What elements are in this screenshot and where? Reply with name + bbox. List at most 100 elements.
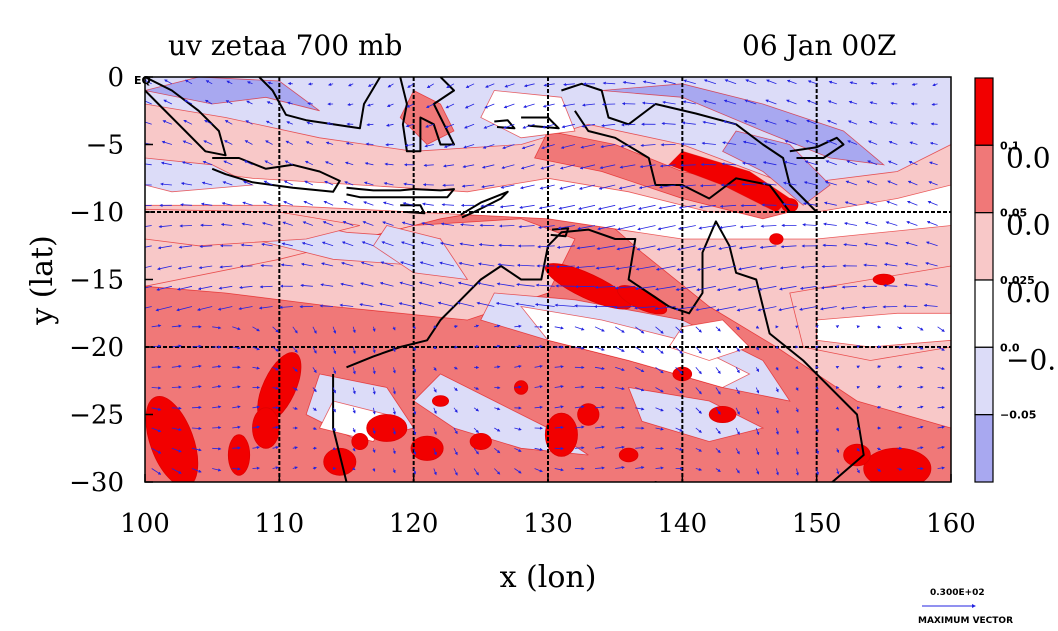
wind-vector — [322, 221, 334, 226]
wind-vector — [514, 364, 522, 369]
vorticity-maximum — [323, 447, 357, 476]
wind-vector — [755, 468, 760, 475]
wind-vector — [785, 119, 797, 125]
wind-vector — [695, 346, 702, 354]
x-tick-label: 110 — [255, 509, 305, 539]
wind-vector — [399, 281, 414, 287]
wind-vector — [614, 326, 625, 333]
wind-vector — [775, 387, 779, 393]
wind-vector — [495, 301, 515, 307]
wind-vector — [363, 201, 374, 206]
wind-vector — [699, 184, 716, 188]
wind-vector — [171, 406, 182, 410]
wind-vector — [930, 122, 938, 126]
wind-vector — [483, 123, 495, 129]
wind-vector — [642, 80, 656, 85]
wind-vector — [556, 265, 575, 269]
wind-vector — [815, 407, 819, 412]
wind-vector — [179, 224, 193, 228]
wind-vector — [267, 81, 273, 85]
wind-vector — [503, 103, 515, 109]
wind-vector — [827, 100, 837, 105]
wind-vectors — [145, 79, 945, 476]
wind-vector — [594, 405, 605, 409]
wind-vector — [494, 344, 501, 348]
wind-vector — [782, 202, 797, 206]
wind-vector — [438, 281, 455, 287]
wind-vector — [655, 265, 676, 271]
wind-vector — [799, 306, 817, 311]
wind-vector — [225, 100, 233, 105]
wind-vector — [755, 325, 760, 329]
wind-vector — [905, 241, 918, 247]
wind-vector — [904, 262, 918, 267]
wind-vector — [897, 405, 903, 409]
wind-vector — [339, 303, 354, 307]
wind-vector — [800, 265, 817, 269]
wind-vector — [379, 302, 394, 307]
wind-vector — [795, 407, 799, 413]
wind-vector — [421, 221, 434, 226]
field-patch — [816, 312, 951, 348]
wind-vector — [702, 120, 716, 125]
wind-vector — [478, 243, 495, 247]
wind-vector — [392, 448, 396, 455]
wind-vector — [473, 386, 480, 390]
wind-vector — [312, 407, 317, 411]
wind-vector — [191, 385, 202, 389]
wind-vector — [514, 447, 522, 452]
x-tick-label: 100 — [120, 509, 170, 539]
wind-vector — [496, 282, 515, 287]
wind-vector — [244, 140, 253, 145]
wind-vector — [595, 265, 616, 270]
wind-vector — [824, 180, 837, 186]
wind-vector — [786, 99, 797, 105]
wind-vector — [931, 102, 938, 106]
vorticity-maximum — [769, 233, 784, 245]
wind-vector — [735, 407, 740, 415]
wind-vector — [724, 79, 737, 85]
vorticity-maximum — [843, 443, 871, 467]
wind-vector — [264, 160, 273, 166]
wind-vector — [735, 367, 740, 374]
wind-vector — [735, 387, 740, 395]
wind-vector — [558, 204, 575, 210]
wind-vector — [594, 326, 605, 332]
wind-vector — [171, 324, 182, 328]
wind-vector — [715, 468, 721, 472]
field-patch — [668, 319, 751, 361]
wind-vector — [835, 366, 840, 369]
wind-vector — [200, 202, 213, 206]
wind-vector — [554, 425, 564, 430]
wind-vector — [574, 304, 596, 308]
wind-vector — [825, 160, 837, 166]
wind-vector — [367, 83, 374, 87]
wind-vector — [695, 467, 703, 471]
wind-vector — [594, 445, 605, 449]
wind-vector — [523, 103, 535, 109]
wind-vector — [300, 262, 313, 267]
wind-vector — [703, 99, 717, 105]
wind-vector — [635, 466, 645, 470]
wind-vector — [420, 241, 434, 247]
wind-vector — [699, 204, 716, 209]
wind-vector — [680, 163, 696, 167]
wind-vector — [344, 181, 354, 186]
wind-vector — [182, 140, 193, 145]
wind-vector — [594, 346, 605, 351]
coastline — [332, 220, 865, 482]
wind-vector — [332, 346, 337, 355]
wind-vector — [846, 160, 858, 166]
wind-vector — [252, 405, 260, 409]
wind-vector — [735, 326, 740, 331]
wind-vector — [300, 283, 313, 288]
wind-vector — [292, 326, 298, 334]
field-patch — [372, 225, 469, 281]
wind-vector — [681, 121, 696, 125]
wind-vector — [398, 302, 414, 307]
wind-vector — [272, 466, 279, 470]
wind-vector — [542, 103, 555, 108]
wind-vector — [638, 204, 656, 210]
colorbar-large-label: 0.0 — [1006, 276, 1051, 309]
wind-vector — [877, 325, 882, 329]
